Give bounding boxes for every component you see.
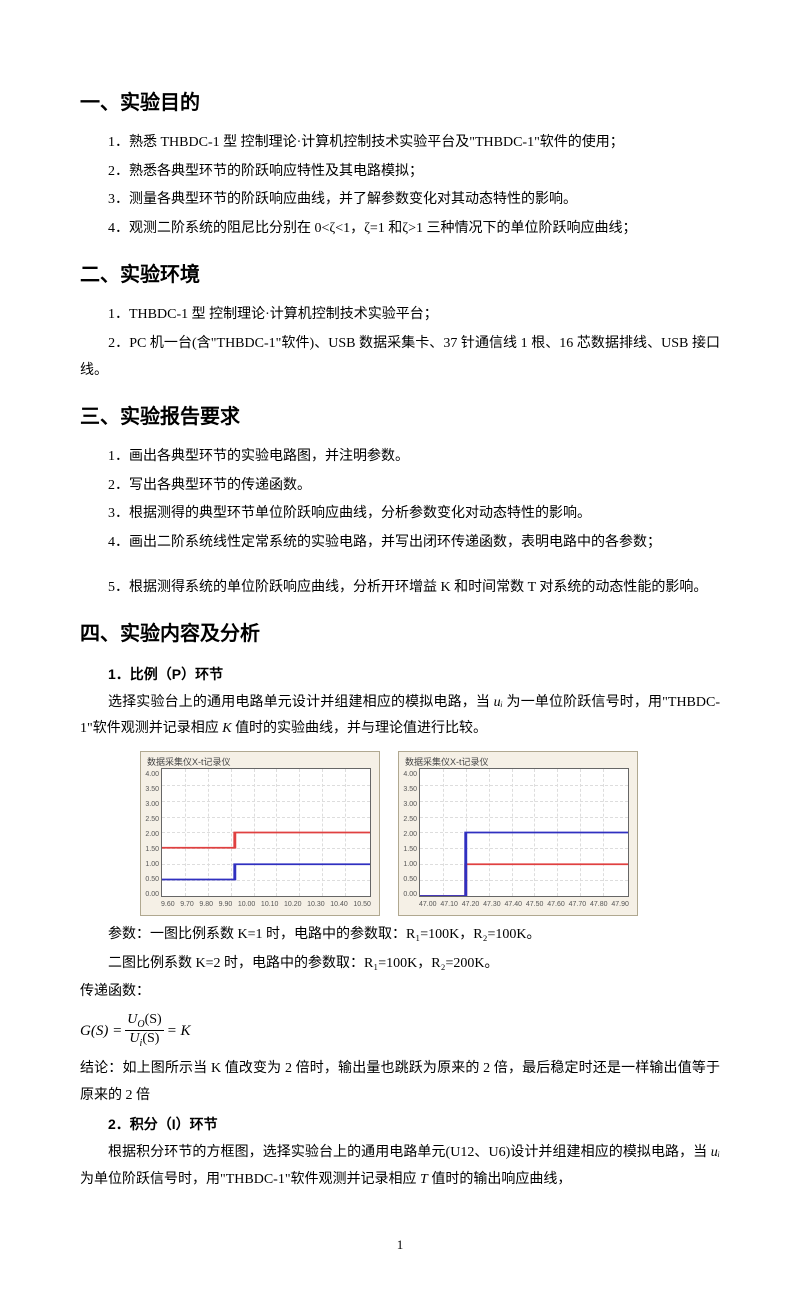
s3-item-1: 1．画出各典型环节的实验电路图，并注明参数。 — [80, 444, 720, 471]
s4-p1-heading: 1．比例（P）环节 — [80, 661, 720, 688]
section-1-title: 一、实验目的 — [80, 84, 720, 122]
chart-2-x-axis: 47.0047.1047.2047.3047.4047.5047.6047.70… — [419, 898, 629, 911]
s3-item-5: 5．根据测得系统的单位阶跃响应曲线，分析开环增益 K 和时间常数 T 对系统的动… — [80, 575, 720, 602]
s3-item-4: 4．画出二阶系统线性定常系统的实验电路，并写出闭环传递函数，表明电路中的各参数； — [80, 530, 720, 557]
chart-2-plot — [419, 768, 629, 897]
s1-item-1: 1．熟悉 THBDC-1 型 控制理论·计算机控制技术实验平台及"THBDC-1… — [80, 130, 720, 157]
s1-item-4: 4．观测二阶系统的阻尼比分别在 0<ζ<1，ζ=1 和ζ>1 三种情况下的单位阶… — [80, 216, 720, 243]
s4-p2-text: 根据积分环节的方框图，选择实验台上的通用电路单元(U12、U6)设计并组建相应的… — [80, 1140, 720, 1193]
chart-2-y-axis: 4.003.503.002.502.001.501.000.500.00 — [403, 768, 417, 901]
s4-p1-tf-label: 传递函数： — [80, 979, 720, 1006]
section-3-title: 三、实验报告要求 — [80, 398, 720, 436]
s4-p1-params1: 参数：一图比例系数 K=1 时，电路中的参数取：R₁=100K，R₂=100K。 — [80, 922, 720, 949]
charts-row: 数据采集仪X-t记录仪 4.003.503.002.502.001.501.00… — [140, 751, 720, 916]
transfer-function: G(S) = UO(S) Ui(S) = K — [80, 1012, 720, 1051]
s1-item-2: 2．熟悉各典型环节的阶跃响应特性及其电路模拟； — [80, 159, 720, 186]
s4-p2-heading: 2．积分（I）环节 — [80, 1111, 720, 1138]
s3-item-2: 2．写出各典型环节的传递函数。 — [80, 473, 720, 500]
s4-p1-text1: 选择实验台上的通用电路单元设计并组建相应的模拟电路，当 uᵢ 为一单位阶跃信号时… — [80, 690, 720, 743]
s3-item-3: 3．根据测得的典型环节单位阶跃响应曲线，分析参数变化对动态特性的影响。 — [80, 501, 720, 528]
chart-1-y-axis: 4.003.503.002.502.001.501.000.500.00 — [145, 768, 159, 901]
s4-p1-conclusion: 结论：如上图所示当 K 值改变为 2 倍时，输出量也跳跃为原来的 2 倍，最后稳… — [80, 1056, 720, 1109]
s4-p1-params2: 二图比例系数 K=2 时，电路中的参数取：R₁=100K，R₂=200K。 — [80, 951, 720, 978]
page-number: 1 — [80, 1233, 720, 1258]
chart-1-plot — [161, 768, 371, 897]
s1-item-3: 3．测量各典型环节的阶跃响应曲线，并了解参数变化对其动态特性的影响。 — [80, 187, 720, 214]
section-4-title: 四、实验内容及分析 — [80, 615, 720, 653]
section-2-title: 二、实验环境 — [80, 256, 720, 294]
chart-k1: 数据采集仪X-t记录仪 4.003.503.002.502.001.501.00… — [140, 751, 380, 916]
s2-item-2: 2．PC 机一台(含"THBDC-1"软件)、USB 数据采集卡、37 针通信线… — [80, 331, 720, 384]
s2-item-1: 1．THBDC-1 型 控制理论·计算机控制技术实验平台； — [80, 302, 720, 329]
chart-k2: 数据采集仪X-t记录仪 4.003.503.002.502.001.501.00… — [398, 751, 638, 916]
chart-1-x-axis: 9.609.709.809.9010.0010.1010.2010.3010.4… — [161, 898, 371, 911]
